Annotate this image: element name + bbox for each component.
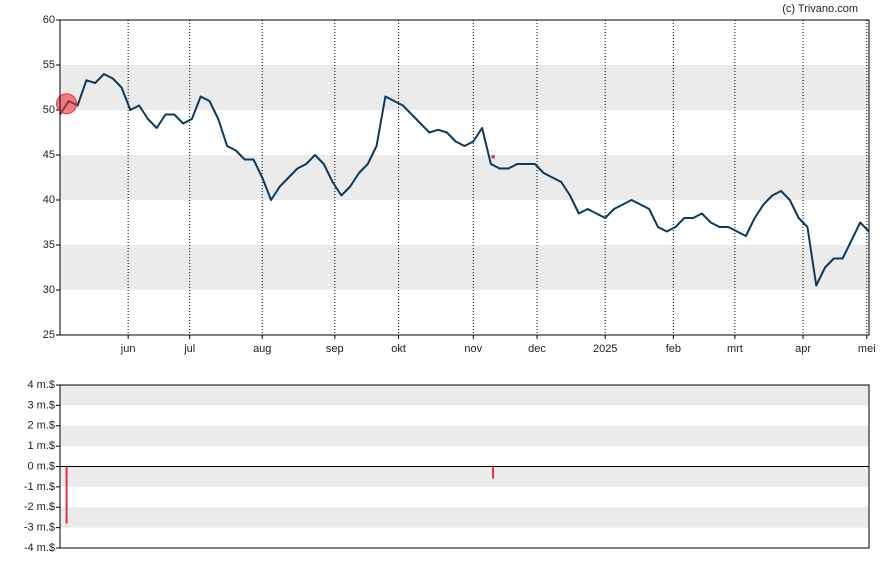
y-tick-label: -2 m.$ xyxy=(24,501,55,513)
y-tick-label: 50 xyxy=(43,104,55,116)
y-tick-label: 45 xyxy=(43,149,55,161)
plot-border xyxy=(59,19,870,336)
y-tick-label: 2 m.$ xyxy=(27,420,55,432)
x-tick-label: aug xyxy=(253,343,271,355)
event-marker xyxy=(56,93,78,115)
x-tick-label: nov xyxy=(464,343,482,355)
x-tick-label: feb xyxy=(666,343,681,355)
y-tick-label: 1 m.$ xyxy=(27,440,55,452)
grid-band xyxy=(60,466,869,487)
x-tick-label: 2025 xyxy=(593,343,617,355)
event-marker xyxy=(491,155,495,159)
grid-band xyxy=(60,425,869,447)
y-tick-label: -4 m.$ xyxy=(24,542,55,554)
grid-band xyxy=(60,507,869,528)
x-tick-label: jun xyxy=(120,343,136,355)
grid-band xyxy=(60,65,869,110)
x-tick-label: mei xyxy=(858,343,876,355)
x-tick-label: apr xyxy=(795,343,811,355)
x-tick-label: sep xyxy=(326,343,344,355)
y-tick-label: 35 xyxy=(43,239,55,251)
x-tick-label: mrt xyxy=(727,343,743,355)
copyright: (c) Trivano.com xyxy=(782,3,858,15)
grid-band xyxy=(60,385,869,406)
bar xyxy=(492,466,495,479)
grid-band xyxy=(60,245,869,290)
y-tick-label: 3 m.$ xyxy=(27,399,55,411)
y-tick-label: 40 xyxy=(43,194,55,206)
y-tick-label: 0 m.$ xyxy=(27,460,55,472)
y-tick-label: 55 xyxy=(43,59,55,71)
x-tick-label: okt xyxy=(391,343,406,355)
y-tick-label: 4 m.$ xyxy=(27,379,55,391)
x-tick-label: dec xyxy=(528,343,546,355)
y-tick-label: 25 xyxy=(43,329,55,341)
x-tick-label: jul xyxy=(183,343,195,355)
plot-border xyxy=(59,384,870,549)
grid-band xyxy=(60,155,869,200)
bar xyxy=(65,466,68,524)
y-tick-label: -3 m.$ xyxy=(24,522,55,534)
price-line xyxy=(59,73,870,287)
y-tick-label: -1 m.$ xyxy=(24,481,55,493)
y-tick-label: 60 xyxy=(43,14,55,26)
y-tick-label: 30 xyxy=(43,284,55,296)
